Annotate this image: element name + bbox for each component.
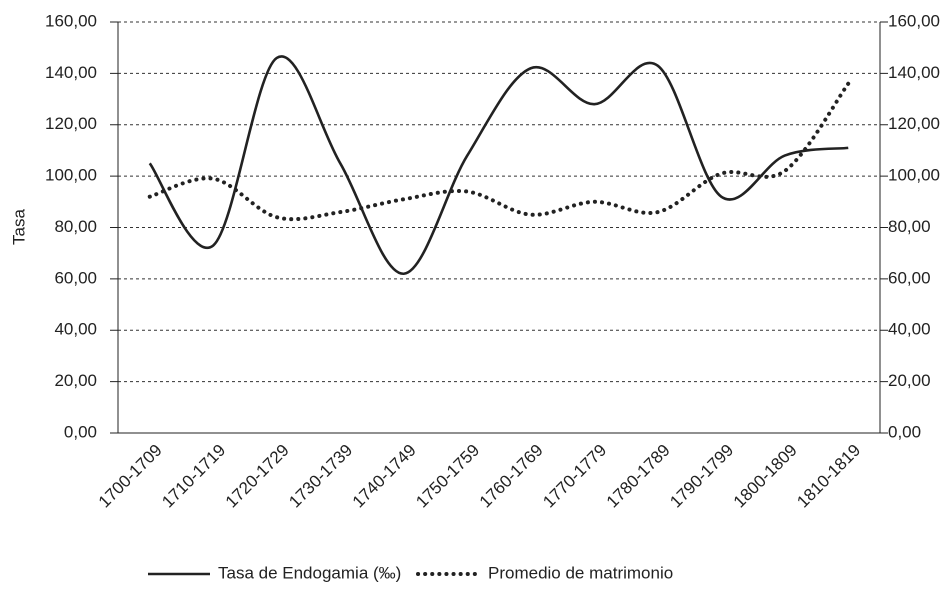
y-tick-label: 20,00 (54, 371, 97, 390)
y2-tick-label: 120,00 (888, 114, 940, 133)
y2-tick-label: 80,00 (888, 217, 931, 236)
x-tick-label: 1750-1759 (412, 441, 483, 512)
legend-label: Promedio de matrimonio (488, 563, 673, 582)
series-line (147, 81, 851, 222)
x-tick-label: 1730-1739 (285, 441, 356, 512)
y-tick-label: 100,00 (45, 166, 97, 185)
y-tick-label: 120,00 (45, 114, 97, 133)
x-tick-label: 1780-1789 (603, 441, 674, 512)
x-tick-label: 1710-1719 (158, 441, 229, 512)
y-tick-label: 80,00 (54, 217, 97, 236)
x-tick-label: 1700-1709 (95, 441, 166, 512)
y2-tick-label: 20,00 (888, 371, 931, 390)
x-tick-label: 1760-1769 (476, 441, 547, 512)
series-line (148, 55, 849, 276)
y2-tick-label: 100,00 (888, 166, 940, 185)
y-tick-label: 60,00 (54, 268, 97, 287)
x-tick-label: 1770-1779 (539, 441, 610, 512)
y-tick-label: 140,00 (45, 63, 97, 82)
y2-tick-label: 160,00 (888, 11, 940, 30)
y-tick-label: 0,00 (64, 422, 97, 441)
x-tick-label: 1790-1799 (666, 441, 737, 512)
y2-tick-label: 60,00 (888, 268, 931, 287)
x-tick-label: 1800-1809 (730, 441, 801, 512)
x-tick-label: 1720-1729 (222, 441, 293, 512)
y2-tick-label: 140,00 (888, 63, 940, 82)
y-axis-label: Tasa (9, 209, 28, 245)
x-tick-label: 1740-1749 (349, 441, 420, 512)
legend-label: Tasa de Endogamia (‰) (218, 563, 401, 582)
x-tick-label: 1810-1819 (793, 441, 864, 512)
y2-tick-label: 40,00 (888, 320, 931, 339)
y2-tick-label: 0,00 (888, 422, 921, 441)
y-tick-label: 40,00 (54, 320, 97, 339)
y-tick-label: 160,00 (45, 11, 97, 30)
